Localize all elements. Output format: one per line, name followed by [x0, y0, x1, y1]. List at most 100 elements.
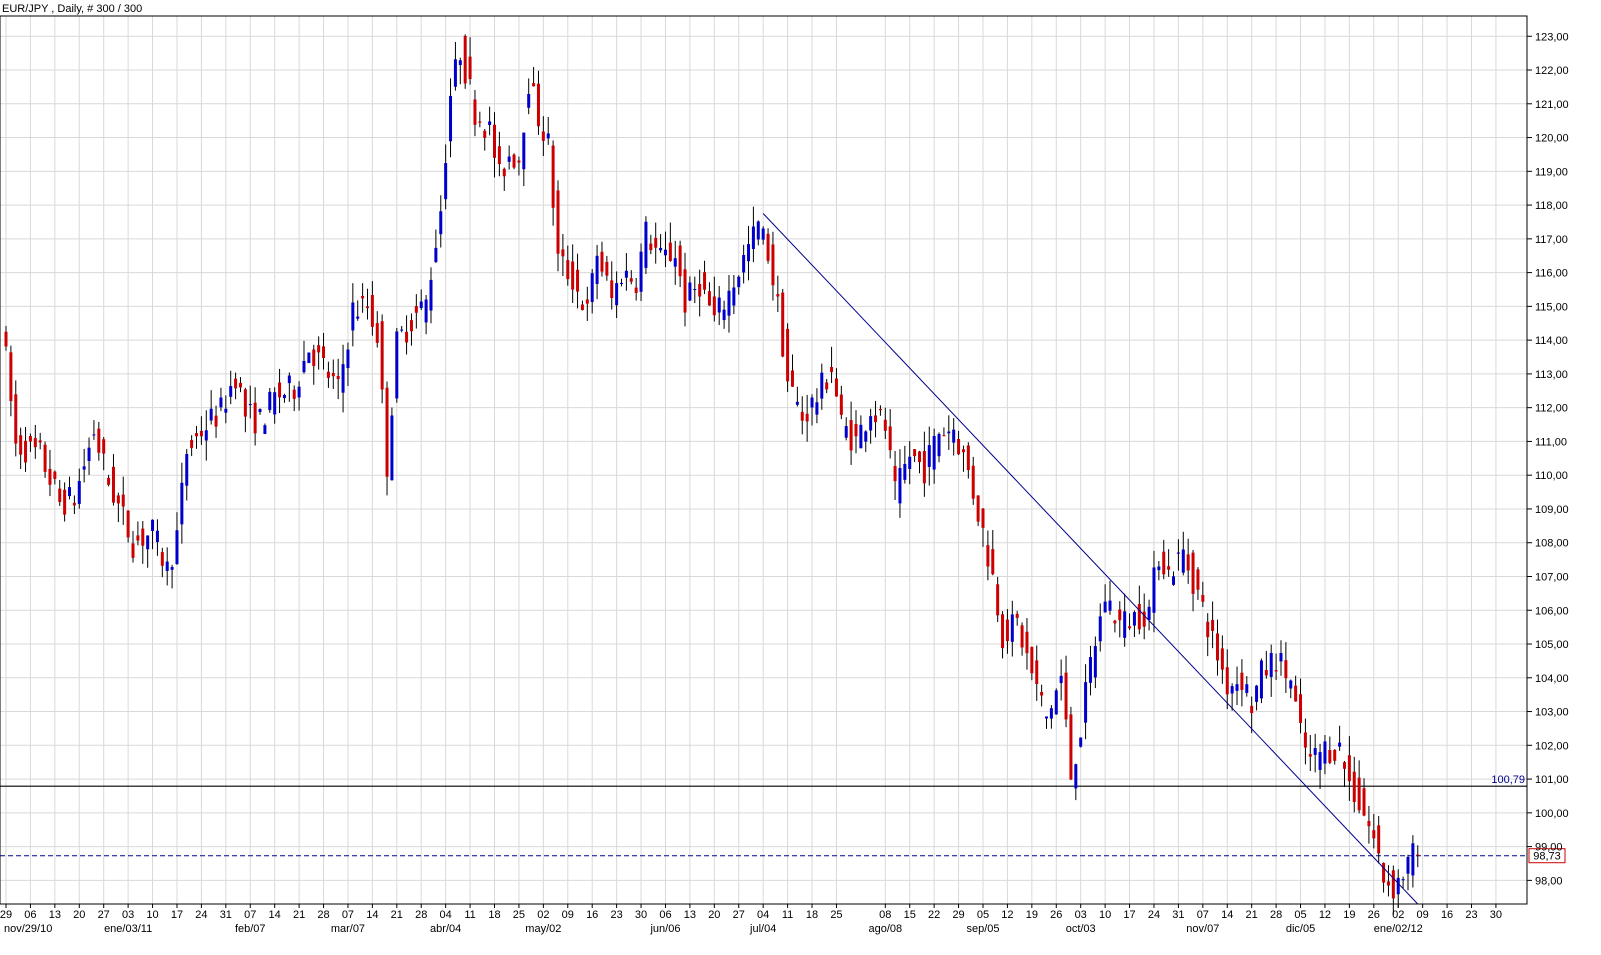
y-tick-label: 101,00: [1535, 774, 1569, 786]
candle: [302, 340, 306, 374]
candle: [92, 420, 96, 440]
candle: [678, 240, 682, 288]
candle: [77, 468, 81, 509]
candle: [624, 253, 628, 291]
candle: [136, 521, 140, 546]
candle-body: [414, 306, 418, 313]
candle: [976, 495, 980, 527]
candle-body: [834, 378, 838, 397]
candle-body: [468, 56, 472, 80]
candle-body: [1382, 863, 1386, 883]
candle-body: [1367, 820, 1371, 827]
candle-body: [820, 372, 824, 399]
y-tick-label: 108,00: [1535, 538, 1569, 550]
candle-body: [590, 273, 594, 303]
candle: [1259, 658, 1263, 704]
candle-body: [937, 433, 941, 457]
candle: [1128, 613, 1132, 631]
candle: [1323, 735, 1327, 775]
candle-body: [424, 299, 428, 323]
y-tick-label: 118,00: [1535, 200, 1568, 212]
candle: [243, 387, 247, 433]
candle: [1377, 816, 1381, 864]
candle-body: [1118, 609, 1122, 621]
candle: [1294, 675, 1298, 702]
candle-body: [165, 561, 169, 571]
candle-body: [786, 328, 790, 382]
candle: [1357, 760, 1361, 814]
candle: [566, 245, 570, 286]
candle: [43, 441, 47, 478]
candle: [683, 252, 687, 327]
candle: [1299, 678, 1303, 734]
candle-body: [566, 260, 570, 280]
candle-body: [395, 331, 399, 399]
candle: [405, 315, 409, 355]
candle-body: [556, 190, 560, 254]
candle-body: [1289, 680, 1293, 689]
candle: [991, 530, 995, 576]
candle: [282, 393, 286, 403]
candle: [1274, 653, 1278, 681]
candle: [326, 361, 330, 388]
candle: [336, 358, 340, 400]
x-month-label: nov/29/10: [4, 923, 52, 935]
candle: [737, 275, 741, 295]
candle: [1103, 584, 1107, 613]
x-tick-label: 03: [122, 909, 134, 921]
y-tick-label: 114,00: [1535, 335, 1568, 347]
y-tick-label: 109,00: [1535, 504, 1569, 516]
candle-body: [747, 244, 751, 262]
candle: [1186, 538, 1190, 584]
candle: [1172, 571, 1176, 586]
candle: [839, 385, 843, 420]
candle: [414, 294, 418, 329]
candle: [986, 530, 990, 581]
candle: [170, 564, 174, 589]
candle-body: [1088, 657, 1092, 683]
candle-body: [24, 440, 28, 463]
candle: [761, 226, 765, 245]
candle: [966, 442, 970, 479]
candle: [1176, 539, 1180, 571]
candle-body: [1206, 621, 1210, 638]
candle: [190, 435, 194, 457]
candle: [273, 387, 277, 424]
candle: [947, 415, 951, 450]
candle: [981, 507, 985, 547]
candle: [795, 386, 799, 407]
candle: [639, 243, 643, 302]
candle-body: [263, 425, 267, 434]
x-month-label: ene/03/11: [104, 923, 152, 935]
candle-body: [1103, 601, 1107, 613]
candle-body: [893, 465, 897, 482]
candle-body: [1220, 648, 1224, 670]
candle-body: [356, 316, 360, 319]
y-tick-label: 100,00: [1535, 808, 1569, 820]
candle-body: [195, 433, 199, 437]
candle: [698, 269, 702, 317]
y-tick-label: 122,00: [1535, 65, 1569, 77]
candle: [1084, 664, 1088, 740]
x-tick-label: 27: [98, 909, 110, 921]
candle-body: [253, 402, 257, 434]
candle-body: [58, 488, 62, 502]
candle-body: [810, 397, 814, 408]
candle-body: [1347, 755, 1351, 782]
candle-body: [991, 549, 995, 575]
candle-body: [771, 244, 775, 286]
candle: [1108, 580, 1112, 615]
x-month-label: mar/07: [331, 923, 365, 935]
candle: [248, 385, 252, 419]
candle-body: [1377, 825, 1381, 854]
candle-body: [111, 466, 115, 503]
x-tick-label: 07: [244, 909, 256, 921]
candle-body: [888, 426, 892, 451]
y-tick-label: 115,00: [1535, 301, 1568, 313]
candle: [312, 344, 316, 385]
candle: [732, 275, 736, 315]
price-axis: 98,00 99,00 100,00 101,00 102,00 103,00 104,00…: [1527, 31, 1569, 887]
x-month-label: jun/06: [649, 923, 680, 935]
candle-body: [795, 401, 799, 405]
candle-body: [19, 435, 23, 455]
